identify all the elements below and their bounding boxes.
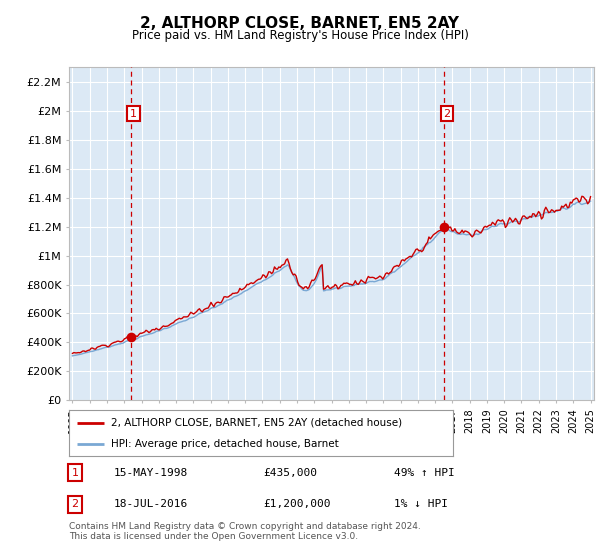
Text: 49% ↑ HPI: 49% ↑ HPI bbox=[395, 468, 455, 478]
Text: 18-JUL-2016: 18-JUL-2016 bbox=[113, 500, 188, 510]
Text: 2, ALTHORP CLOSE, BARNET, EN5 2AY: 2, ALTHORP CLOSE, BARNET, EN5 2AY bbox=[140, 16, 460, 31]
Text: 2, ALTHORP CLOSE, BARNET, EN5 2AY (detached house): 2, ALTHORP CLOSE, BARNET, EN5 2AY (detac… bbox=[111, 418, 403, 428]
Text: 1% ↓ HPI: 1% ↓ HPI bbox=[395, 500, 449, 510]
Text: 2: 2 bbox=[443, 109, 451, 119]
Text: £1,200,000: £1,200,000 bbox=[263, 500, 331, 510]
Text: 15-MAY-1998: 15-MAY-1998 bbox=[113, 468, 188, 478]
Text: 1: 1 bbox=[71, 468, 79, 478]
Text: HPI: Average price, detached house, Barnet: HPI: Average price, detached house, Barn… bbox=[111, 439, 339, 449]
Text: £435,000: £435,000 bbox=[263, 468, 317, 478]
Text: 1: 1 bbox=[130, 109, 137, 119]
Text: 2: 2 bbox=[71, 500, 79, 510]
Text: Contains HM Land Registry data © Crown copyright and database right 2024.
This d: Contains HM Land Registry data © Crown c… bbox=[69, 522, 421, 542]
Text: Price paid vs. HM Land Registry's House Price Index (HPI): Price paid vs. HM Land Registry's House … bbox=[131, 29, 469, 42]
